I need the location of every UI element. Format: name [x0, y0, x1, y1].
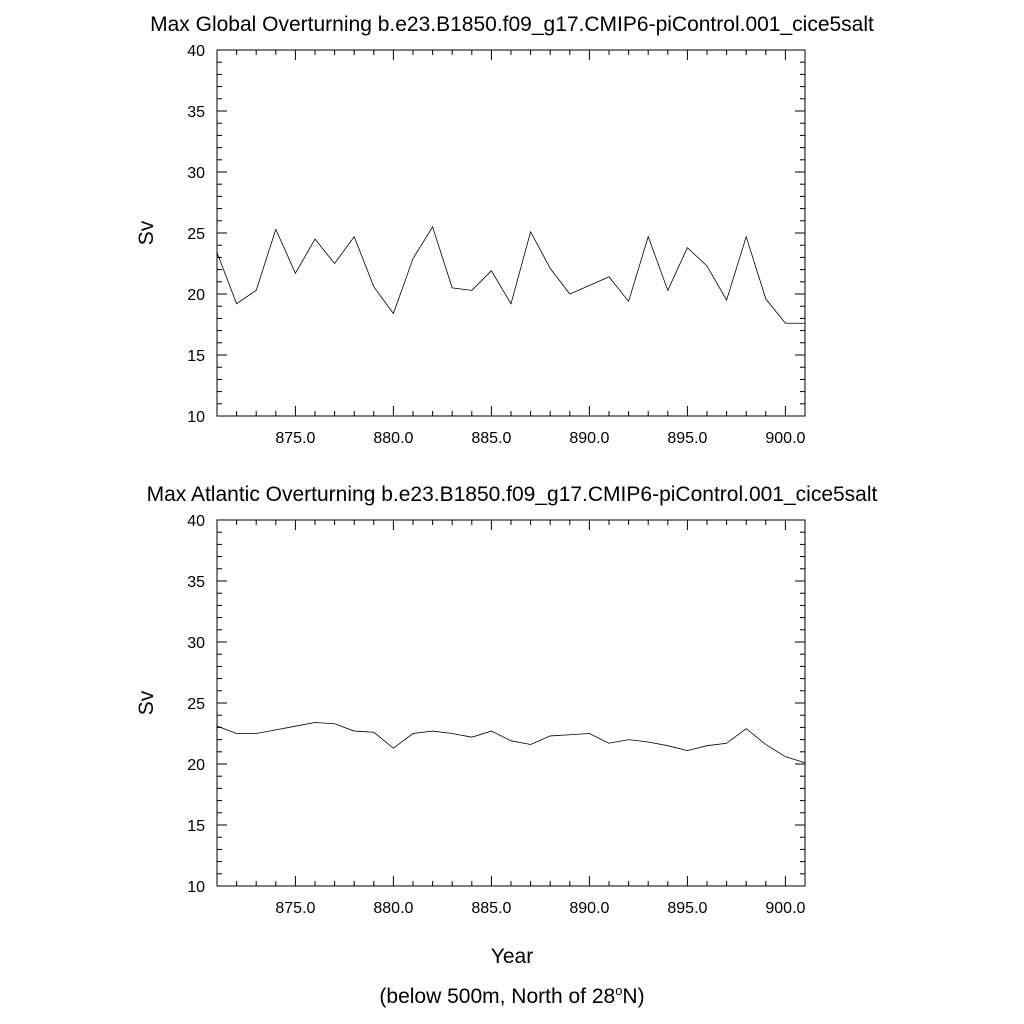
y-tick-label: 15: [187, 818, 205, 835]
x-tick-label: 895.0: [667, 430, 707, 447]
x-tick-label: 890.0: [569, 900, 609, 917]
panel-title: Max Global Overturning b.e23.B1850.f09_g…: [150, 13, 874, 36]
y-tick-label: 30: [187, 635, 205, 652]
y-tick-label: 20: [187, 287, 205, 304]
y-axis-label: Sv: [135, 690, 158, 715]
tick-labels-layer: 875.0 880.0 885.0 890.0 895.0 900.0 10 15 20 25 30…: [187, 513, 805, 917]
y-axis-label: Sv: [135, 220, 158, 245]
ticks-layer: [216, 519, 806, 887]
series-line: [216, 225, 805, 324]
y-tick-label: 40: [187, 43, 205, 60]
y-tick-label: 25: [187, 696, 205, 713]
series-layer: [216, 722, 806, 764]
x-tick-label: 880.0: [373, 430, 413, 447]
x-tick-label: 875.0: [275, 430, 315, 447]
y-tick-label: 35: [187, 104, 205, 121]
x-tick-label: 875.0: [275, 900, 315, 917]
global-overturning-panel: Max Global Overturning b.e23.B1850.f09_g…: [135, 13, 874, 447]
ticks-layer: [216, 49, 806, 417]
y-tick-label: 15: [187, 348, 205, 365]
series-layer: [216, 225, 805, 324]
atlantic-overturning-panel: Max Atlantic Overturning b.e23.B1850.f09…: [135, 483, 878, 968]
footnote-suffix: N): [622, 985, 644, 1008]
y-tick-label: 20: [187, 757, 205, 774]
x-tick-label: 900.0: [765, 900, 805, 917]
x-tick-label: 895.0: [667, 900, 707, 917]
y-tick-label: 35: [187, 574, 205, 591]
plot-frame: [216, 519, 806, 887]
panel-title: Max Atlantic Overturning b.e23.B1850.f09…: [147, 483, 878, 506]
plot-frame: [216, 49, 806, 417]
x-tick-label: 880.0: [373, 900, 413, 917]
y-tick-label: 40: [187, 513, 205, 530]
y-tick-label: 10: [187, 879, 205, 896]
tick-labels-layer: 875.0 880.0 885.0 890.0 895.0 900.0 10 15 20 25 30…: [187, 43, 805, 447]
x-axis-label: Year: [491, 945, 533, 968]
y-tick-label: 30: [187, 165, 205, 182]
y-tick-label: 25: [187, 226, 205, 243]
x-tick-label: 890.0: [569, 430, 609, 447]
x-tick-label: 900.0: [765, 430, 805, 447]
series-line: [216, 722, 806, 764]
footnote: (below 500m, North of 28oN): [379, 983, 644, 1008]
x-tick-label: 885.0: [471, 900, 511, 917]
footnote-prefix: (below 500m, North of 28: [379, 985, 615, 1008]
footnote-superscript: o: [615, 983, 622, 998]
y-tick-label: 10: [187, 409, 205, 426]
x-tick-label: 885.0: [471, 430, 511, 447]
